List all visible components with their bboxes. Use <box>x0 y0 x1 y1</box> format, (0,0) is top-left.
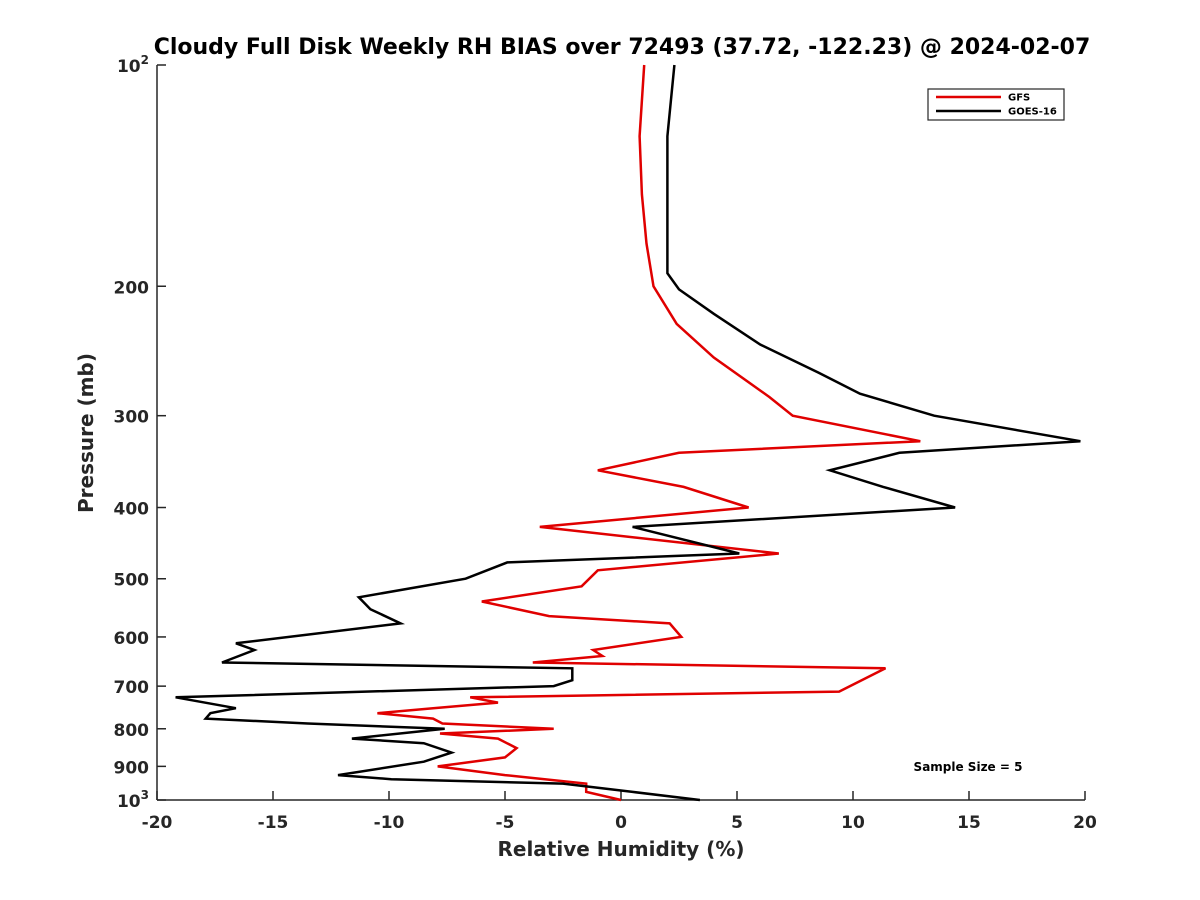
data-series <box>175 64 1081 802</box>
y-tick-label: 300 <box>114 408 150 428</box>
x-tick-label: -20 <box>142 813 173 833</box>
y-tick-base: 800 <box>114 721 150 741</box>
x-tick-label: -10 <box>374 813 405 833</box>
y-tick-label: 103 <box>117 788 149 812</box>
legend: GFS GOES-16 <box>927 88 1065 121</box>
sample-size-annotation: Sample Size = 5 <box>914 760 1023 774</box>
series-line-goes-16 <box>175 64 1081 802</box>
y-tick-base: 10 <box>117 57 141 77</box>
x-axis-ticks: -20 -15 -10 -5 0 5 10 15 20 <box>142 791 1097 833</box>
x-tick-label: 0 <box>615 813 627 833</box>
y-tick-label: 500 <box>114 571 150 591</box>
legend-label: GFS <box>1008 93 1030 104</box>
x-tick-label: 15 <box>957 813 981 833</box>
y-tick-base: 400 <box>114 500 150 520</box>
y-tick-exponent: 2 <box>141 53 149 67</box>
x-tick-label: 20 <box>1073 813 1097 833</box>
series-line-gfs <box>377 64 921 802</box>
y-tick-label: 102 <box>117 53 149 77</box>
legend-label: GOES-16 <box>1008 107 1057 118</box>
y-tick-label: 700 <box>114 678 150 698</box>
x-tick-label: -5 <box>496 813 515 833</box>
x-tick-label: -15 <box>258 813 289 833</box>
y-tick-label: 900 <box>114 758 150 778</box>
legend-box <box>927 88 1065 121</box>
y-tick-base: 900 <box>114 758 150 778</box>
y-tick-label: 600 <box>114 629 150 649</box>
x-tick-label: 10 <box>841 813 865 833</box>
y-axis-label: Pressure (mb) <box>74 353 98 513</box>
y-tick-base: 600 <box>114 629 150 649</box>
x-axis-label: Relative Humidity (%) <box>497 837 744 861</box>
y-tick-label: 200 <box>114 278 150 298</box>
x-tick-label: 5 <box>731 813 743 833</box>
y-tick-exponent: 3 <box>141 788 149 802</box>
y-tick-base: 500 <box>114 571 150 591</box>
y-tick-label: 800 <box>114 721 150 741</box>
y-tick-base: 300 <box>114 408 150 428</box>
y-tick-base: 10 <box>117 792 141 812</box>
y-tick-label: 400 <box>114 500 150 520</box>
chart-title: Cloudy Full Disk Weekly RH BIAS over 724… <box>154 35 1091 60</box>
y-tick-base: 200 <box>114 278 150 298</box>
y-tick-base: 700 <box>114 678 150 698</box>
axes <box>156 65 1085 801</box>
